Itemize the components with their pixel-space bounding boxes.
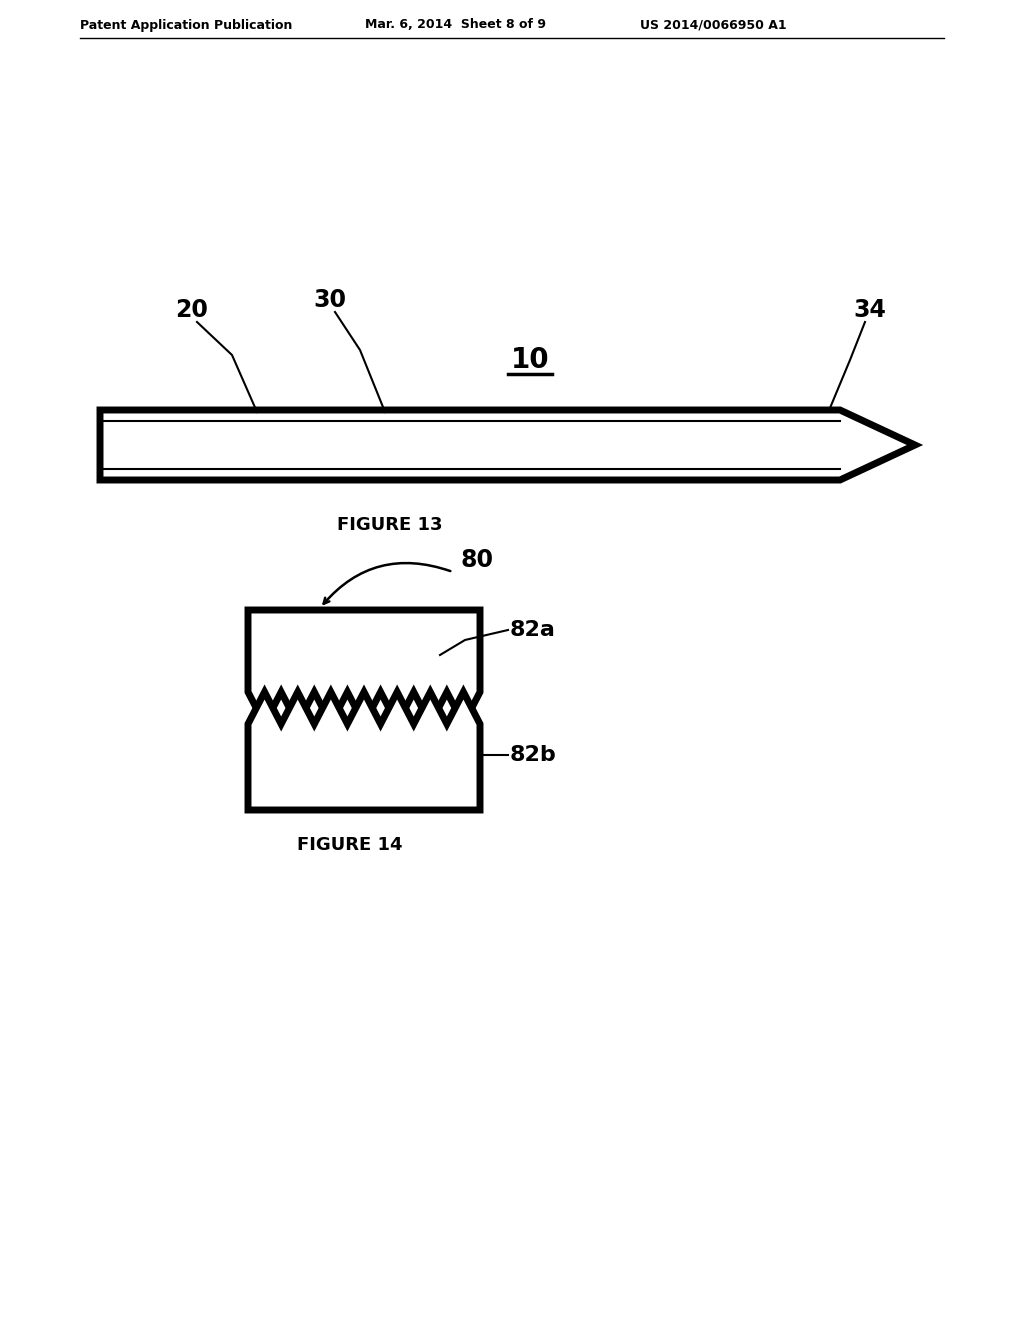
Text: FIGURE 13: FIGURE 13 xyxy=(337,516,442,535)
Text: 10: 10 xyxy=(511,346,549,374)
Text: 82b: 82b xyxy=(510,744,557,766)
Polygon shape xyxy=(248,610,480,723)
Text: 34: 34 xyxy=(854,298,887,322)
Polygon shape xyxy=(100,411,915,480)
Text: Patent Application Publication: Patent Application Publication xyxy=(80,18,293,32)
Polygon shape xyxy=(248,692,480,810)
Text: Mar. 6, 2014  Sheet 8 of 9: Mar. 6, 2014 Sheet 8 of 9 xyxy=(365,18,546,32)
Text: 30: 30 xyxy=(313,288,346,312)
Text: US 2014/0066950 A1: US 2014/0066950 A1 xyxy=(640,18,786,32)
Text: 82a: 82a xyxy=(510,620,556,640)
Text: 80: 80 xyxy=(460,548,493,572)
Text: FIGURE 14: FIGURE 14 xyxy=(297,836,402,854)
Text: 20: 20 xyxy=(175,298,209,322)
